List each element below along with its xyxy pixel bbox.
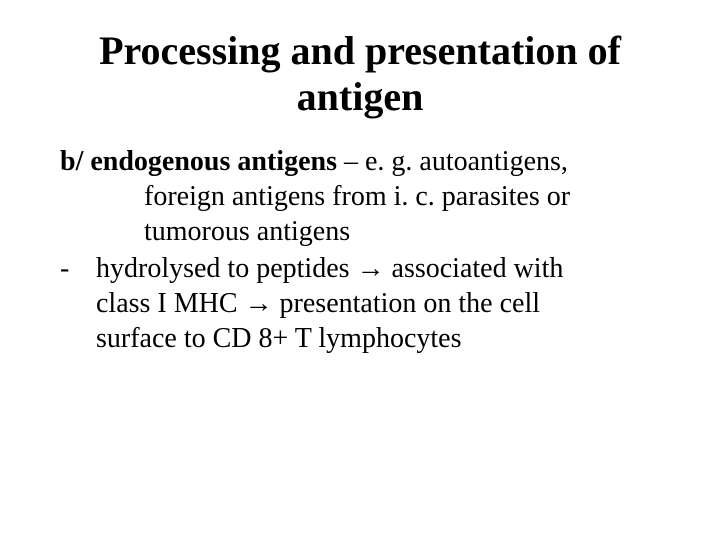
slide-title: Processing and presentation of antigen — [60, 28, 660, 120]
slide: Processing and presentation of antigen b… — [0, 0, 720, 540]
bullet-item: - hydrolysed to peptides → associated wi… — [60, 251, 660, 356]
body-line-1: b/ endogenous antigens – e. g. autoantig… — [60, 144, 660, 179]
bullet-text: hydrolysed to peptides → associated with… — [96, 251, 660, 356]
bullet-marker: - — [60, 251, 96, 356]
indent-block: foreign antigens from i. c. parasites or… — [60, 179, 660, 249]
bullet-line-2: class I MHC → presentation on the cell — [96, 286, 660, 321]
indent-line-2: tumorous antigens — [144, 214, 660, 249]
endogenous-antigens-label: b/ endogenous antigens — [60, 146, 337, 177]
indent-line-1: foreign antigens from i. c. parasites or — [144, 179, 660, 214]
bullet-line-3: surface to CD 8+ T lymphocytes — [96, 321, 660, 356]
slide-body: b/ endogenous antigens – e. g. autoantig… — [60, 144, 660, 356]
bullet-line-1: hydrolysed to peptides → associated with — [96, 251, 660, 286]
line1-rest: – e. g. autoantigens, — [337, 146, 568, 177]
